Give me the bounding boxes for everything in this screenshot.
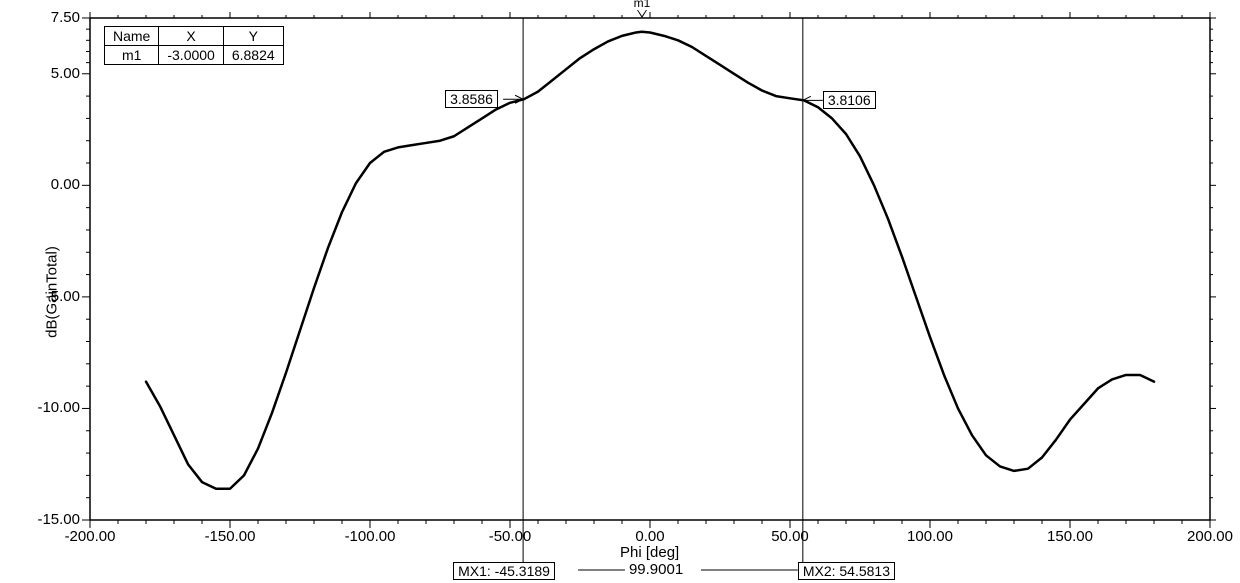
x-axis-label: Phi [deg]	[620, 544, 679, 561]
x-tick-label: -100.00	[340, 528, 400, 545]
y-tick-label: 7.50	[51, 9, 80, 26]
table-row: m1-3.00006.8824	[105, 46, 284, 65]
delta-label: 99.9001	[629, 561, 683, 578]
marker-m1-label: m1	[634, 0, 651, 10]
x-tick-label: 0.00	[620, 528, 680, 545]
x-tick-label: 100.00	[900, 528, 960, 545]
gain-curve	[146, 32, 1154, 489]
marker-table-cell: -3.0000	[159, 46, 223, 65]
marker-callout: 3.8106	[823, 91, 876, 109]
marker-callout: 3.8586	[445, 90, 498, 108]
y-tick-label: -15.00	[37, 511, 80, 528]
marker-m1-icon-inner	[638, 10, 646, 16]
marker-table-header: Y	[223, 27, 283, 46]
x-tick-label: -50.00	[480, 528, 540, 545]
gain-chart: dB(GainTotal) NameXY m1-3.00006.8824 -20…	[0, 0, 1240, 583]
y-tick-label: -5.00	[46, 288, 80, 305]
marker-table-header: Name	[105, 27, 159, 46]
marker-table-cell: m1	[105, 46, 159, 65]
x-tick-label: 50.00	[760, 528, 820, 545]
y-tick-label: -10.00	[37, 399, 80, 416]
y-tick-label: 0.00	[51, 176, 80, 193]
marker-table: NameXY m1-3.00006.8824	[104, 26, 284, 65]
x-tick-label: 200.00	[1180, 528, 1240, 545]
mx-label: MX1: -45.3189	[453, 562, 555, 580]
x-tick-label: 150.00	[1040, 528, 1100, 545]
x-tick-label: -150.00	[200, 528, 260, 545]
plot-border	[90, 18, 1210, 520]
y-tick-label: 5.00	[51, 65, 80, 82]
marker-table-cell: 6.8824	[223, 46, 283, 65]
chart-svg	[0, 0, 1240, 583]
marker-table-header: X	[159, 27, 223, 46]
x-tick-label: -200.00	[60, 528, 120, 545]
mx-label: MX2: 54.5813	[798, 562, 895, 580]
